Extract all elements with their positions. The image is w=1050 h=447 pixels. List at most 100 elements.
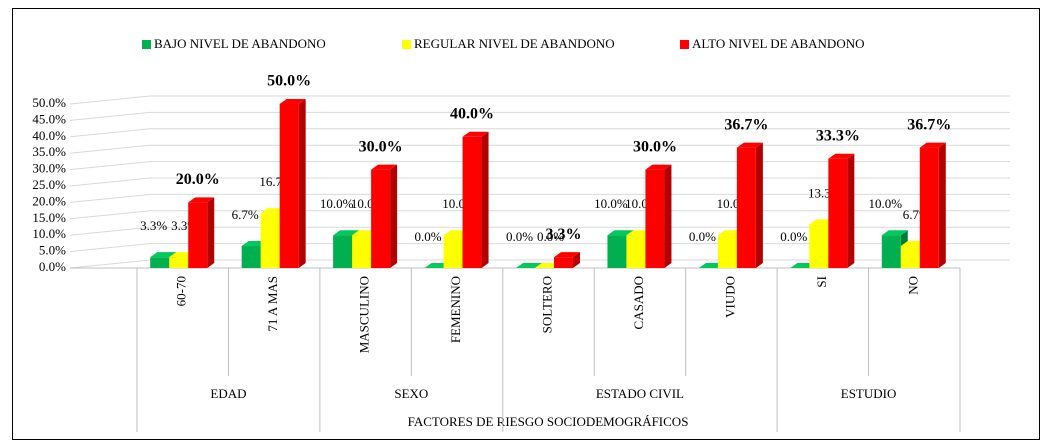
bar	[371, 164, 398, 268]
bar-face	[736, 147, 756, 268]
data-label: 3.3%	[140, 218, 167, 233]
x-tick-label: SOLTERO	[539, 276, 554, 333]
bar-face	[554, 257, 573, 268]
bar	[516, 263, 542, 268]
y-tick-label: 10.0%	[32, 226, 66, 241]
legend-swatch	[680, 40, 689, 49]
y-tick-label: 20.0%	[32, 193, 66, 208]
grid-line	[69, 177, 151, 187]
bar-face	[150, 257, 170, 268]
data-label: 6.7%	[232, 207, 259, 222]
x-axis-title: FACTORES DE RIESGO SOCIODEMOGRÁFICOS	[408, 414, 689, 429]
bar-face	[298, 99, 306, 268]
x-tick-label: 71 A MAS	[265, 276, 280, 332]
bar-face	[333, 230, 360, 236]
x-tick-label: VIUDO	[722, 276, 737, 318]
bar-face	[554, 252, 580, 258]
bar-face	[717, 235, 737, 268]
legend-swatch	[402, 40, 411, 49]
bar	[279, 99, 306, 268]
data-label: 0.0%	[689, 229, 716, 244]
data-label: 0.0%	[415, 229, 442, 244]
bar-face	[188, 202, 208, 268]
data-label: 36.7%	[724, 116, 768, 133]
bar-face	[645, 169, 665, 268]
grid-line	[69, 161, 151, 171]
group-label: EDAD	[210, 386, 246, 401]
bar-face	[881, 230, 908, 236]
bar-face	[462, 136, 482, 268]
x-tick-label: NO	[905, 276, 920, 295]
x-tick-label: SI	[814, 276, 829, 288]
legend-label: ALTO NIVEL DE ABANDONO	[692, 36, 865, 51]
y-tick-label: 35.0%	[32, 144, 66, 159]
bar	[919, 142, 946, 268]
data-label: 30.0%	[633, 138, 677, 155]
bar-face	[169, 257, 189, 268]
bar-face	[207, 197, 215, 268]
bar	[554, 252, 580, 268]
bar-face	[279, 99, 306, 104]
bar-face	[736, 142, 763, 148]
bar-face	[573, 252, 580, 268]
bar-face	[516, 263, 542, 268]
bar-face	[333, 235, 353, 268]
grid-line	[69, 259, 151, 269]
data-label: 0.0%	[506, 229, 533, 244]
data-label: 40.0%	[450, 105, 494, 122]
bar	[736, 142, 763, 268]
bar-face	[150, 252, 177, 258]
data-label: 10.0%	[594, 196, 628, 211]
bar-face	[462, 131, 489, 137]
data-label: 20.0%	[176, 171, 220, 188]
grid-line	[69, 128, 151, 138]
grid-line	[69, 95, 151, 105]
x-tick-label: CASADO	[631, 276, 646, 329]
bar-face	[828, 158, 848, 268]
bar-face	[352, 235, 372, 268]
x-tick-label: 60-70	[174, 276, 189, 306]
bar-face	[607, 230, 634, 236]
bar-face	[938, 142, 946, 268]
grid-line	[69, 243, 151, 253]
legend-label: REGULAR NIVEL DE ABANDONO	[414, 36, 615, 51]
data-label: 33.3%	[816, 127, 860, 144]
data-label: 30.0%	[359, 138, 403, 155]
bar-face	[188, 197, 215, 203]
y-tick-label: 25.0%	[32, 177, 66, 192]
bar	[462, 131, 489, 268]
data-label: 3.3%	[546, 226, 582, 243]
y-tick-label: 30.0%	[32, 161, 66, 176]
data-label: 0.0%	[537, 229, 564, 244]
data-label: 10.0%	[868, 196, 902, 211]
bar-face	[881, 235, 901, 268]
grid-line	[69, 210, 151, 220]
bar-face	[809, 224, 829, 268]
bar-face	[645, 164, 672, 170]
y-tick-label: 5.0%	[39, 243, 66, 258]
y-tick-label: 15.0%	[32, 210, 66, 225]
bar	[188, 197, 215, 268]
group-label: SEXO	[394, 386, 428, 401]
bar-face	[279, 104, 299, 268]
bar-face	[481, 131, 489, 268]
group-label: ESTADO CIVIL	[596, 386, 684, 401]
bar-face	[260, 213, 280, 268]
data-label: 36.7%	[907, 116, 951, 133]
data-label: 10.0%	[320, 196, 354, 211]
y-tick-label: 45.0%	[32, 111, 66, 126]
grid-line	[69, 226, 151, 236]
bar-face	[443, 235, 463, 268]
data-label: 50.0%	[267, 73, 311, 90]
bar-face	[755, 142, 763, 268]
bar	[645, 164, 672, 268]
bar-face	[919, 142, 946, 148]
bar-face	[900, 246, 920, 268]
bar-face	[390, 164, 398, 268]
y-tick-label: 40.0%	[32, 128, 66, 143]
legend-swatch	[142, 40, 151, 49]
x-tick-label: FEMENINO	[448, 276, 463, 343]
grid-line	[69, 144, 151, 154]
bar	[828, 153, 855, 268]
